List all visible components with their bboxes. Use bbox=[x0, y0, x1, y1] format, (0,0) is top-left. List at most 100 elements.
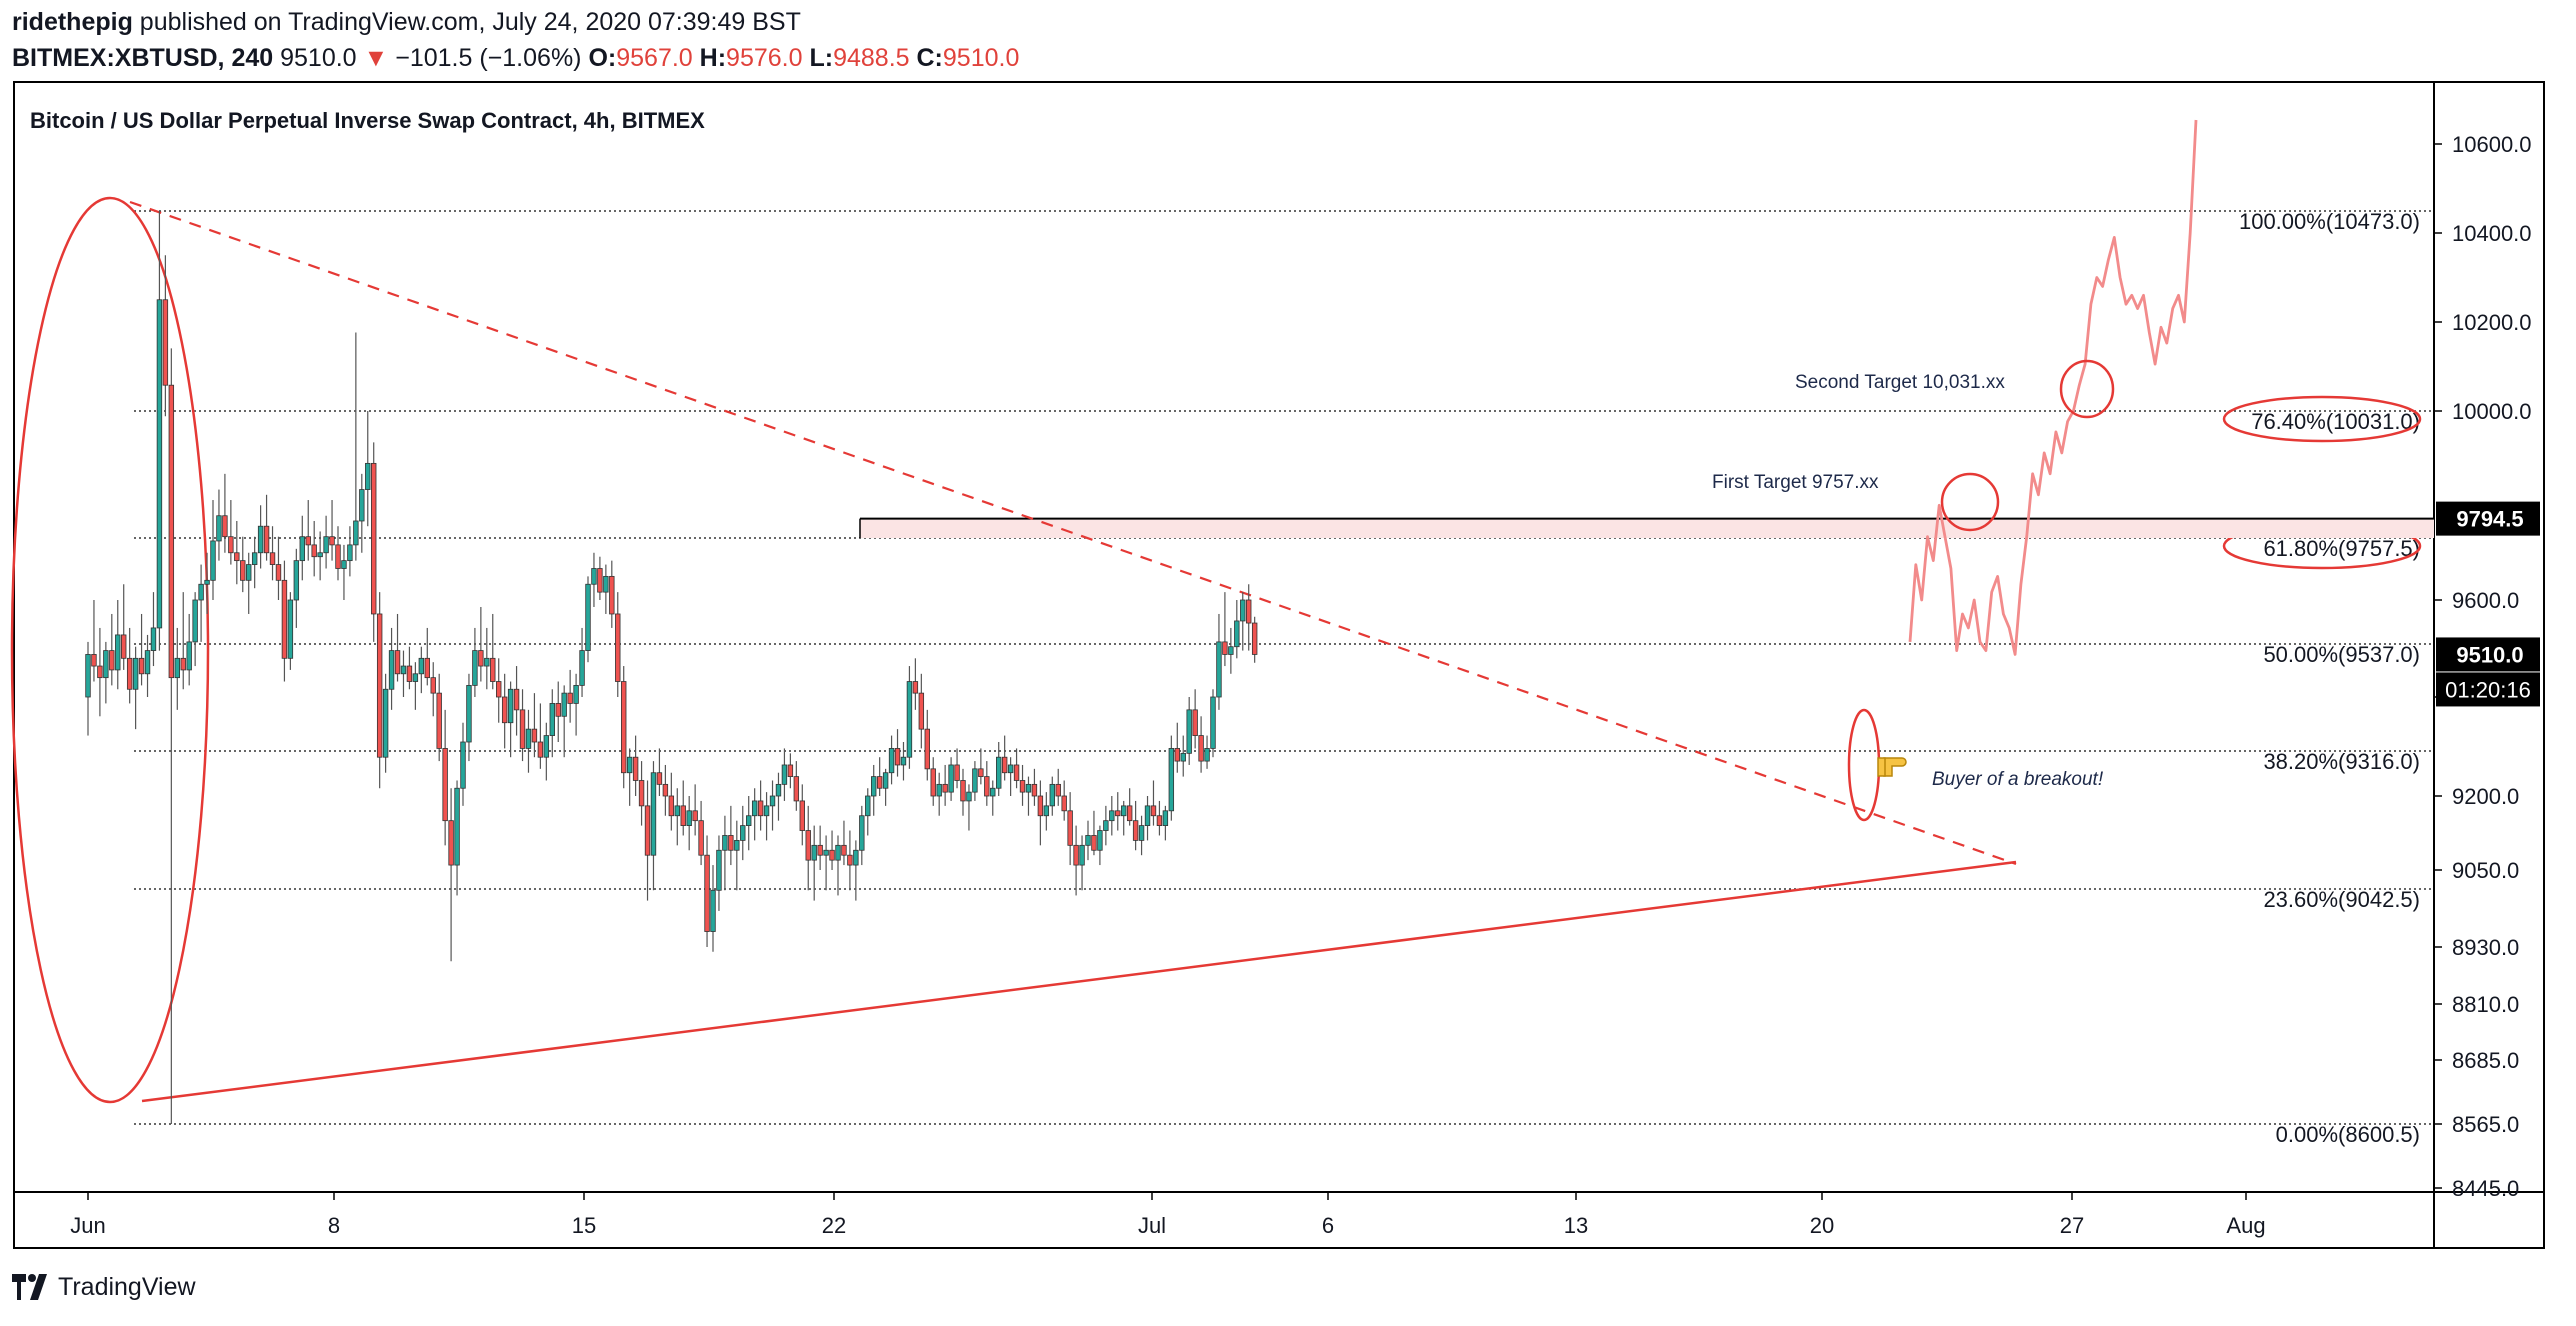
candle bbox=[460, 722, 466, 806]
candle-body bbox=[216, 515, 222, 542]
y-tick-label: 8810.0 bbox=[2452, 992, 2519, 1017]
candle-body bbox=[103, 650, 109, 679]
y-tick-label: 10600.0 bbox=[2452, 132, 2532, 157]
projection bbox=[1908, 119, 2198, 656]
candle bbox=[1055, 768, 1061, 806]
candle bbox=[787, 753, 794, 789]
candle bbox=[335, 526, 341, 581]
candle bbox=[644, 780, 651, 901]
candle-body bbox=[97, 665, 103, 679]
candle-body bbox=[1138, 825, 1145, 841]
candle-body bbox=[1061, 795, 1067, 812]
candle-body bbox=[376, 613, 383, 758]
candle bbox=[490, 613, 496, 690]
candle bbox=[513, 666, 520, 736]
first-target-label: First Target 9757.xx bbox=[1712, 472, 1879, 493]
candle bbox=[948, 757, 954, 801]
candle bbox=[1073, 825, 1079, 896]
candle-body bbox=[835, 844, 841, 861]
candle bbox=[859, 805, 865, 866]
candle-body bbox=[978, 768, 984, 778]
candle bbox=[1109, 796, 1115, 836]
candle-body bbox=[234, 552, 240, 562]
candle-body bbox=[347, 544, 353, 562]
candle-body bbox=[704, 854, 710, 932]
candle bbox=[1025, 776, 1032, 816]
candle-body bbox=[174, 657, 180, 679]
candle-body bbox=[942, 783, 948, 793]
candle bbox=[132, 646, 139, 730]
x-tick-label: 27 bbox=[2060, 1213, 2084, 1238]
symbol-name[interactable]: BITMEX:XBTUSD, 240 bbox=[12, 44, 274, 72]
candle-body bbox=[371, 462, 377, 615]
candle bbox=[418, 646, 425, 694]
candle bbox=[1019, 764, 1026, 806]
candle-body bbox=[853, 849, 859, 866]
candle-body bbox=[1210, 696, 1216, 749]
footer-brand[interactable]: TradingView bbox=[12, 1270, 196, 1304]
candle-body bbox=[871, 776, 877, 797]
candle bbox=[1007, 757, 1014, 796]
candle-body bbox=[609, 575, 615, 615]
candle-body bbox=[1115, 810, 1121, 817]
candle-body bbox=[501, 696, 508, 724]
candle bbox=[192, 592, 198, 667]
candle-body bbox=[579, 650, 585, 686]
candle-body bbox=[1162, 810, 1169, 826]
candle bbox=[722, 815, 728, 891]
author-name[interactable]: ridethepig bbox=[12, 8, 133, 36]
y-tick-label: 8685.0 bbox=[2452, 1048, 2519, 1073]
candle bbox=[936, 772, 942, 816]
candle-body bbox=[180, 657, 186, 671]
candle-body bbox=[811, 844, 817, 861]
candle bbox=[996, 742, 1002, 796]
candle-body bbox=[888, 748, 895, 774]
y-tick-label: 10200.0 bbox=[2452, 310, 2532, 335]
candle-body bbox=[1031, 783, 1038, 797]
price-chart[interactable]: Bitcoin / US Dollar Perpetual Inverse Sw… bbox=[0, 0, 2576, 1270]
candle bbox=[775, 772, 782, 821]
candle-body bbox=[769, 795, 776, 807]
candle-body bbox=[805, 830, 811, 861]
candle-body bbox=[936, 783, 942, 797]
candle-body bbox=[567, 692, 573, 704]
candle-body bbox=[555, 703, 561, 717]
candle bbox=[496, 658, 502, 723]
candle bbox=[930, 757, 936, 806]
candle bbox=[960, 768, 966, 816]
candle-body bbox=[841, 844, 847, 856]
candle-body bbox=[591, 568, 597, 585]
candle-body bbox=[430, 677, 436, 694]
candle bbox=[144, 634, 151, 697]
candle-body bbox=[716, 849, 722, 891]
candle bbox=[210, 500, 216, 600]
candle-body bbox=[460, 741, 466, 789]
candle bbox=[1079, 835, 1085, 891]
candle-body bbox=[531, 728, 538, 743]
candle bbox=[966, 784, 972, 831]
target-zone bbox=[859, 517, 2434, 538]
candle-body bbox=[1103, 820, 1109, 831]
y-tick-label: 8930.0 bbox=[2452, 935, 2519, 960]
ascending-trendline bbox=[141, 860, 2017, 1103]
candle-body bbox=[168, 384, 175, 679]
candle-body bbox=[1156, 815, 1163, 827]
target-zone-fill bbox=[860, 518, 2434, 538]
candle-body bbox=[793, 776, 800, 802]
candle bbox=[769, 780, 776, 831]
candle bbox=[525, 709, 532, 773]
candle bbox=[1001, 735, 1008, 781]
candle bbox=[674, 788, 680, 846]
candle bbox=[847, 830, 853, 891]
candle-body bbox=[1150, 805, 1157, 817]
candle-body bbox=[394, 650, 401, 675]
candle bbox=[347, 526, 353, 577]
candle bbox=[626, 748, 633, 806]
candle-body bbox=[1180, 752, 1186, 762]
candle bbox=[1180, 735, 1186, 777]
candle-body bbox=[561, 692, 567, 717]
candle-body bbox=[1067, 810, 1073, 846]
candle bbox=[275, 536, 282, 600]
candle-body bbox=[680, 805, 686, 826]
candle-body bbox=[204, 579, 210, 585]
